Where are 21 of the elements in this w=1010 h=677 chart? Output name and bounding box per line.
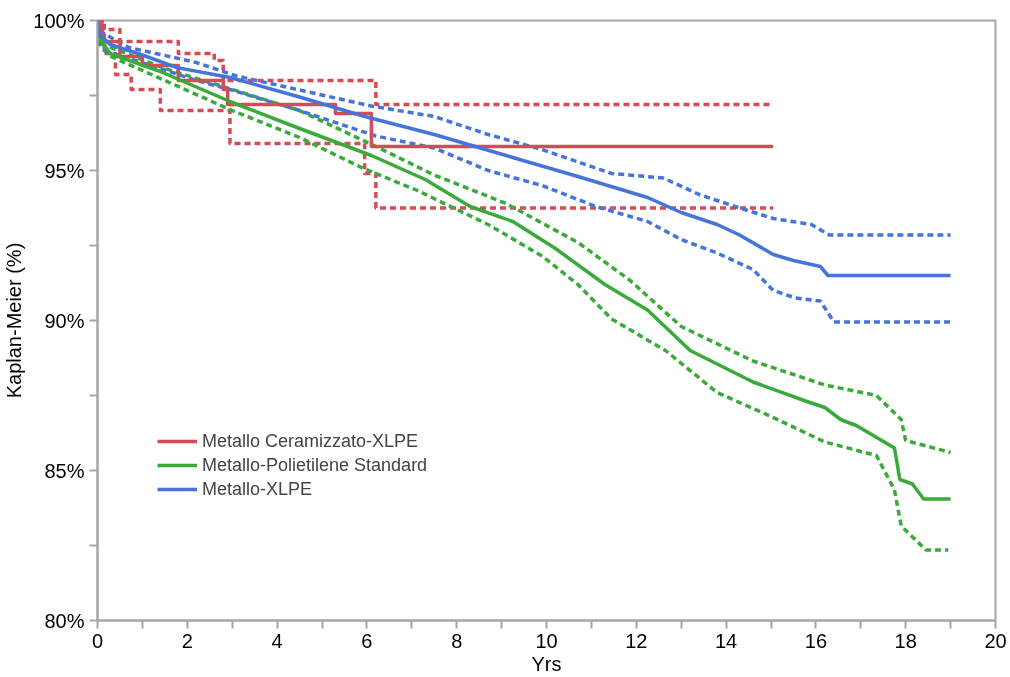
y-tick-label: 85% <box>44 459 85 482</box>
x-tick-label: 2 <box>181 629 193 652</box>
x-tick-label: 18 <box>894 629 917 652</box>
x-tick-label: 0 <box>91 629 104 652</box>
y-tick-label: 95% <box>44 159 85 182</box>
legend-label: Metallo Ceramizzato-XLPE <box>202 430 419 452</box>
y-tick-label: 100% <box>33 9 85 32</box>
y-tick-label: 90% <box>44 309 85 332</box>
x-tick-label: 4 <box>271 629 283 652</box>
x-tick-label: 16 <box>804 629 828 652</box>
x-tick-label: 10 <box>535 629 558 652</box>
legend-label: Metallo-Polietilene Standard <box>202 454 428 476</box>
x-tick-label: 20 <box>984 629 1007 652</box>
x-tick-label: 6 <box>361 629 373 652</box>
y-tick-label: 80% <box>44 609 85 632</box>
x-axis-title: Yrs <box>531 652 562 675</box>
x-tick-label: 8 <box>451 629 463 652</box>
legend-label: Metallo-XLPE <box>202 478 313 500</box>
x-tick-label: 12 <box>625 629 648 652</box>
y-axis-title: Kaplan-Meier (%) <box>3 242 26 399</box>
x-tick-label: 14 <box>714 629 738 652</box>
